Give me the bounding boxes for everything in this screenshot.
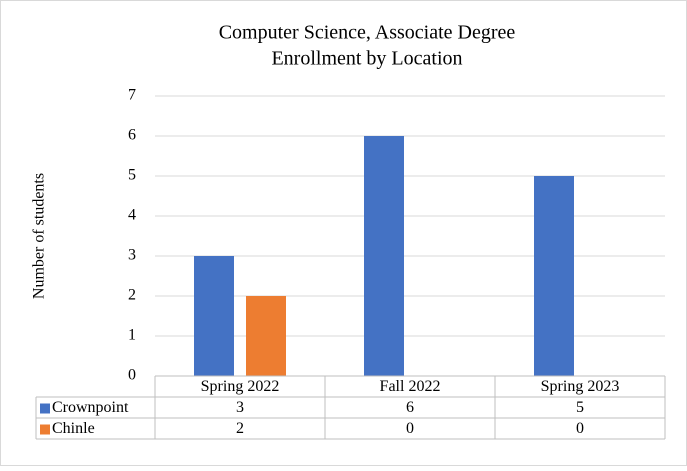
x-tick-label: Spring 2022 [201,378,280,395]
y-tick-label: 2 [128,287,136,304]
y-tick-label: 5 [128,167,136,184]
legend-swatch [40,403,50,414]
y-tick-label: 7 [128,87,136,104]
y-tick-label: 6 [128,127,136,144]
x-tick-label: Fall 2022 [380,378,441,395]
legend-label: Chinle [52,420,95,437]
chart-title: Computer Science, Associate Degree [219,22,516,44]
bar [534,176,574,376]
legend-swatch [40,424,50,435]
y-tick-label: 0 [128,367,136,384]
table-value: 3 [236,399,244,416]
bar [246,296,286,376]
table-value: 0 [576,420,584,437]
legend-label: Crownpoint [52,399,129,416]
y-tick-label: 3 [128,247,136,264]
x-tick-label: Spring 2023 [541,378,620,395]
chart-title: Enrollment by Location [271,48,462,70]
y-tick-label: 4 [128,207,136,224]
table-value: 5 [576,399,584,416]
table-value: 0 [406,420,414,437]
bar [194,256,234,376]
y-axis-label: Number of students [31,173,48,299]
y-tick-label: 1 [128,327,136,344]
table-value: 2 [236,420,244,437]
table-value: 6 [406,399,414,416]
bar [364,136,404,376]
